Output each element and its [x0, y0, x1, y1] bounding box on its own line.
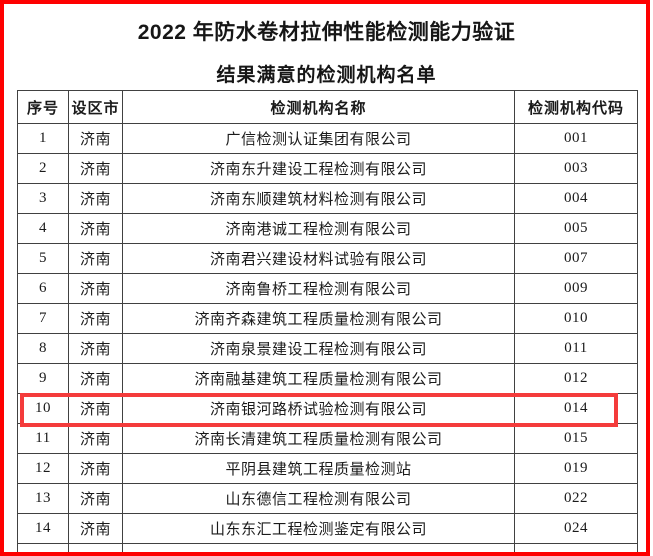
institutions-table: 序号 设区市 检测机构名称 检测机构代码 1 济南 广信检测认证集团有限公司 0… — [17, 90, 638, 556]
cell-no: 14 — [17, 513, 69, 544]
cell-no: 4 — [17, 213, 69, 244]
cell-code: 015 — [514, 423, 638, 454]
cell-code: 022 — [514, 483, 638, 514]
cell-name: 山东东汇工程检测鉴定有限公司 — [122, 513, 515, 544]
cell-city: 济南 — [68, 513, 123, 544]
cell-name — [122, 543, 515, 556]
cell-name: 济南君兴建设材料试验有限公司 — [122, 243, 515, 274]
cell-no: 8 — [17, 333, 69, 364]
table-header: 序号 设区市 检测机构名称 检测机构代码 — [17, 90, 638, 124]
cell-code: 003 — [514, 153, 638, 184]
cell-no: 11 — [17, 423, 69, 454]
cell-code: 024 — [514, 513, 638, 544]
table-row-highlighted: 10 济南 济南银河路桥试验检测有限公司 014 — [17, 393, 638, 424]
cell-no: 10 — [17, 393, 69, 424]
table-row: 5 济南 济南君兴建设材料试验有限公司 007 — [17, 243, 638, 274]
cell-city: 济南 — [68, 273, 123, 304]
cell-name: 济南银河路桥试验检测有限公司 — [122, 393, 515, 424]
cell-no: 7 — [17, 303, 69, 334]
cell-city: 济南 — [68, 393, 123, 424]
table-row: 2 济南 济南东升建设工程检测有限公司 003 — [17, 153, 638, 184]
cell-city: 济南 — [68, 153, 123, 184]
table-body: 1 济南 广信检测认证集团有限公司 001 2 济南 济南东升建设工程检测有限公… — [17, 123, 638, 556]
table-row: 11 济南 济南长清建筑工程质量检测有限公司 015 — [17, 423, 638, 454]
cell-name: 济南泉景建设工程检测有限公司 — [122, 333, 515, 364]
col-header-city: 设区市 — [68, 90, 123, 124]
header-row: 序号 设区市 检测机构名称 检测机构代码 — [17, 90, 638, 124]
cell-name: 山东德信工程检测有限公司 — [122, 483, 515, 514]
cell-no: 1 — [17, 123, 69, 154]
cell-no: 13 — [17, 483, 69, 514]
cell-city: 济南 — [68, 453, 123, 484]
cell-code: 010 — [514, 303, 638, 334]
cell-code: 001 — [514, 123, 638, 154]
cell-city: 济南 — [68, 243, 123, 274]
cell-name: 济南齐森建筑工程质量检测有限公司 — [122, 303, 515, 334]
col-header-name: 检测机构名称 — [122, 90, 515, 124]
cell-code: 014 — [514, 393, 638, 424]
cell-no — [17, 543, 69, 556]
cell-city: 济南 — [68, 183, 123, 214]
col-header-no: 序号 — [17, 90, 69, 124]
cell-city: 济南 — [68, 213, 123, 244]
cell-code: 007 — [514, 243, 638, 274]
table-row: 14 济南 山东东汇工程检测鉴定有限公司 024 — [17, 513, 638, 544]
cell-no: 12 — [17, 453, 69, 484]
cell-code: 004 — [514, 183, 638, 214]
cell-no: 9 — [17, 363, 69, 394]
cell-code: 009 — [514, 273, 638, 304]
cell-name: 济南融基建筑工程质量检测有限公司 — [122, 363, 515, 394]
cell-name: 平阴县建筑工程质量检测站 — [122, 453, 515, 484]
cell-city: 济南 — [68, 363, 123, 394]
cell-name: 济南东升建设工程检测有限公司 — [122, 153, 515, 184]
cell-code — [514, 543, 638, 556]
cell-name: 济南鲁桥工程检测有限公司 — [122, 273, 515, 304]
table-row: 12 济南 平阴县建筑工程质量检测站 019 — [17, 453, 638, 484]
cell-city: 济南 — [68, 123, 123, 154]
cell-city: 济南 — [68, 483, 123, 514]
partial-row — [17, 543, 638, 556]
cell-name: 广信检测认证集团有限公司 — [122, 123, 515, 154]
cell-code: 019 — [514, 453, 638, 484]
cell-code: 012 — [514, 363, 638, 394]
table-row: 3 济南 济南东顺建筑材料检测有限公司 004 — [17, 183, 638, 214]
cell-code: 011 — [514, 333, 638, 364]
cell-code: 005 — [514, 213, 638, 244]
cell-city — [68, 543, 123, 556]
cell-city: 济南 — [68, 423, 123, 454]
cell-name: 济南东顺建筑材料检测有限公司 — [122, 183, 515, 214]
table-row: 7 济南 济南齐森建筑工程质量检测有限公司 010 — [17, 303, 638, 334]
cell-no: 5 — [17, 243, 69, 274]
cell-city: 济南 — [68, 303, 123, 334]
cell-no: 3 — [17, 183, 69, 214]
document-title: 2022 年防水卷材拉伸性能检测能力验证 — [137, 21, 516, 44]
table-row: 9 济南 济南融基建筑工程质量检测有限公司 012 — [17, 363, 638, 394]
cell-city: 济南 — [68, 333, 123, 364]
cell-no: 2 — [17, 153, 69, 184]
table-row: 6 济南 济南鲁桥工程检测有限公司 009 — [17, 273, 638, 304]
cell-no: 6 — [17, 273, 69, 304]
table-row: 8 济南 济南泉景建设工程检测有限公司 011 — [17, 333, 638, 364]
table-row: 13 济南 山东德信工程检测有限公司 022 — [17, 483, 638, 514]
table-row: 4 济南 济南港诚工程检测有限公司 005 — [17, 213, 638, 244]
table-row: 1 济南 广信检测认证集团有限公司 001 — [17, 123, 638, 154]
cell-name: 济南长清建筑工程质量检测有限公司 — [122, 423, 515, 454]
col-header-code: 检测机构代码 — [514, 90, 638, 124]
document-subtitle: 结果满意的检测机构名单 — [216, 65, 437, 86]
cell-name: 济南港诚工程检测有限公司 — [122, 213, 515, 244]
